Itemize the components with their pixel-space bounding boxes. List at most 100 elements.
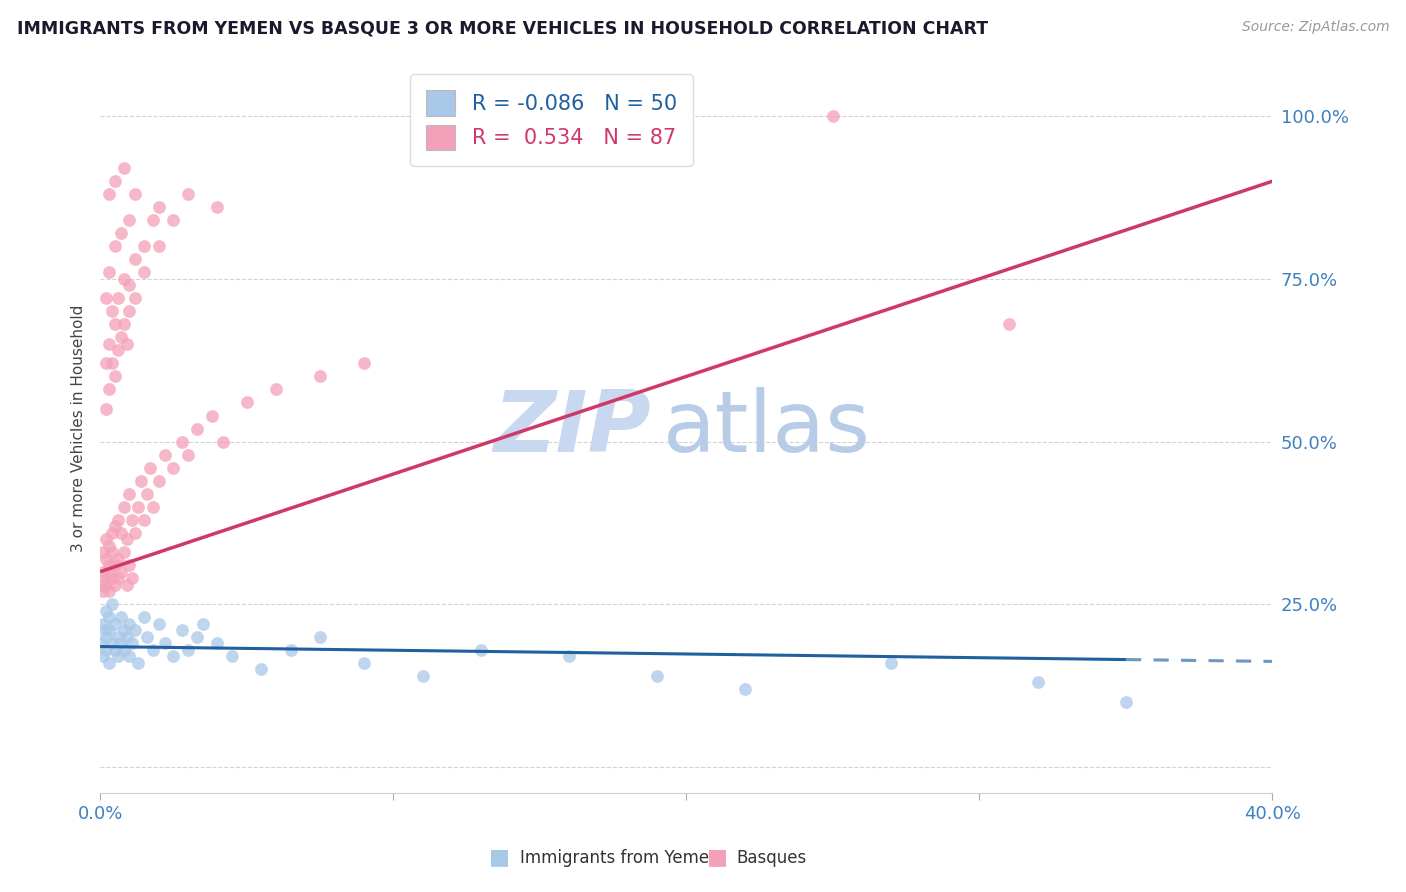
- Point: [412, 669, 434, 683]
- Point: [118, 304, 141, 318]
- Point: [136, 630, 159, 644]
- Point: [132, 513, 155, 527]
- Point: [93, 624, 115, 638]
- Point: [97, 337, 120, 351]
- Point: [107, 551, 129, 566]
- Point: [97, 558, 120, 573]
- Point: [94, 291, 117, 305]
- Point: [112, 545, 135, 559]
- Point: [104, 239, 127, 253]
- Point: [107, 630, 129, 644]
- Point: [112, 161, 135, 176]
- Point: [90, 578, 112, 592]
- Point: [172, 624, 194, 638]
- Point: [101, 571, 124, 585]
- Point: [121, 513, 143, 527]
- Point: [112, 642, 135, 657]
- Point: [97, 624, 120, 638]
- Point: [121, 636, 143, 650]
- Point: [177, 642, 200, 657]
- Point: [280, 642, 302, 657]
- Point: [353, 656, 375, 670]
- Point: [107, 343, 129, 358]
- Point: [132, 610, 155, 624]
- Point: [97, 187, 120, 202]
- Point: [91, 565, 114, 579]
- Point: [162, 649, 184, 664]
- Point: [207, 636, 229, 650]
- Point: [104, 369, 127, 384]
- Point: [107, 571, 129, 585]
- Point: [212, 434, 235, 449]
- Point: [153, 448, 176, 462]
- Point: [91, 616, 114, 631]
- Point: [107, 291, 129, 305]
- Point: [110, 565, 132, 579]
- Point: [97, 584, 120, 599]
- Point: [124, 291, 146, 305]
- Point: [191, 616, 214, 631]
- Point: [97, 610, 120, 624]
- Point: [142, 642, 165, 657]
- Point: [115, 578, 138, 592]
- Text: IMMIGRANTS FROM YEMEN VS BASQUE 3 OR MORE VEHICLES IN HOUSEHOLD CORRELATION CHAR: IMMIGRANTS FROM YEMEN VS BASQUE 3 OR MOR…: [17, 20, 988, 37]
- Point: [132, 239, 155, 253]
- Point: [309, 630, 332, 644]
- Point: [104, 318, 127, 332]
- Point: [177, 187, 200, 202]
- Text: ■: ■: [489, 847, 509, 867]
- Point: [121, 571, 143, 585]
- Point: [104, 558, 127, 573]
- Point: [470, 642, 492, 657]
- Point: [162, 460, 184, 475]
- Point: [101, 597, 124, 611]
- Point: [1115, 695, 1137, 709]
- Text: atlas: atlas: [662, 387, 870, 470]
- Point: [734, 681, 756, 696]
- Text: Immigrants from Yemen: Immigrants from Yemen: [520, 849, 720, 867]
- Text: Source: ZipAtlas.com: Source: ZipAtlas.com: [1241, 20, 1389, 34]
- Point: [221, 649, 243, 664]
- Point: [142, 500, 165, 514]
- Point: [94, 578, 117, 592]
- Point: [97, 565, 120, 579]
- Point: [94, 604, 117, 618]
- Point: [97, 539, 120, 553]
- Point: [94, 532, 117, 546]
- Point: [112, 318, 135, 332]
- Point: [118, 616, 141, 631]
- Point: [124, 252, 146, 267]
- Point: [97, 656, 120, 670]
- Point: [124, 187, 146, 202]
- Point: [186, 630, 208, 644]
- Point: [94, 402, 117, 417]
- Point: [118, 278, 141, 293]
- Point: [821, 109, 844, 123]
- Point: [115, 532, 138, 546]
- Point: [118, 558, 141, 573]
- Point: [148, 239, 170, 253]
- Point: [101, 304, 124, 318]
- Point: [94, 356, 117, 370]
- Point: [127, 500, 149, 514]
- Point: [309, 369, 332, 384]
- Point: [880, 656, 903, 670]
- Point: [104, 616, 127, 631]
- Text: ZIP: ZIP: [494, 387, 651, 470]
- Point: [172, 434, 194, 449]
- Point: [136, 486, 159, 500]
- Point: [177, 448, 200, 462]
- Point: [110, 330, 132, 344]
- Point: [115, 337, 138, 351]
- Point: [118, 486, 141, 500]
- Point: [264, 383, 287, 397]
- Point: [1026, 675, 1049, 690]
- Point: [101, 636, 124, 650]
- Point: [127, 656, 149, 670]
- Point: [645, 669, 668, 683]
- Point: [110, 525, 132, 540]
- Point: [91, 545, 114, 559]
- Point: [997, 318, 1019, 332]
- Point: [186, 421, 208, 435]
- Point: [93, 571, 115, 585]
